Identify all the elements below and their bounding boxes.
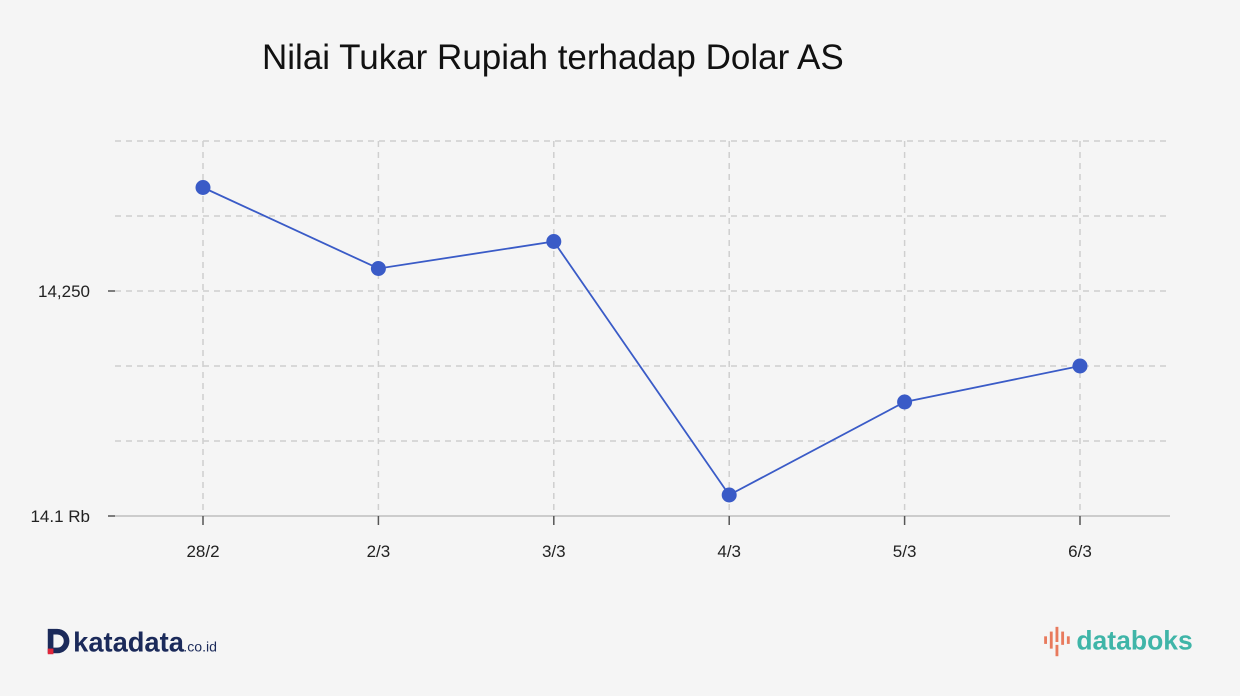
data-point xyxy=(370,261,386,276)
horizontal-gridlines xyxy=(115,140,1170,442)
x-tick-label: 2/3 xyxy=(367,542,391,561)
y-axis-ticks: 14.1 Rb 14,250 xyxy=(30,282,115,526)
katadata-logo: katadata .co.id xyxy=(47,626,217,657)
svg-text:katadata: katadata xyxy=(73,626,185,657)
y-tick-label: 14,250 xyxy=(38,282,90,301)
data-point xyxy=(1072,358,1088,374)
y-tick-label: 14.1 Rb xyxy=(30,507,90,526)
x-tick-label: 5/3 xyxy=(893,542,917,561)
chart-title: Nilai Tukar Rupiah terhadap Dolar AS xyxy=(262,38,844,77)
vertical-gridlines xyxy=(202,141,1081,516)
data-series xyxy=(195,180,1088,503)
data-point xyxy=(721,487,737,503)
data-point xyxy=(195,180,211,195)
x-tick-label: 28/2 xyxy=(186,542,219,561)
data-point xyxy=(546,234,562,249)
x-tick-label: 3/3 xyxy=(542,542,566,561)
databoks-logo: databoks xyxy=(1044,626,1193,657)
svg-text:.co.id: .co.id xyxy=(183,638,217,654)
x-axis-ticks: 28/2 2/3 3/3 4/3 5/3 6/3 xyxy=(186,516,1092,561)
line-chart: 14.1 Rb 14,250 28/2 2/3 3/3 4/3 5/3 6/3 xyxy=(30,140,1170,561)
series-line xyxy=(202,186,1081,497)
databoks-bars-icon xyxy=(1044,626,1070,657)
x-tick-label: 6/3 xyxy=(1068,542,1092,561)
data-point xyxy=(897,394,913,410)
x-tick-label: 4/3 xyxy=(717,542,741,561)
svg-text:databoks: databoks xyxy=(1076,626,1192,656)
